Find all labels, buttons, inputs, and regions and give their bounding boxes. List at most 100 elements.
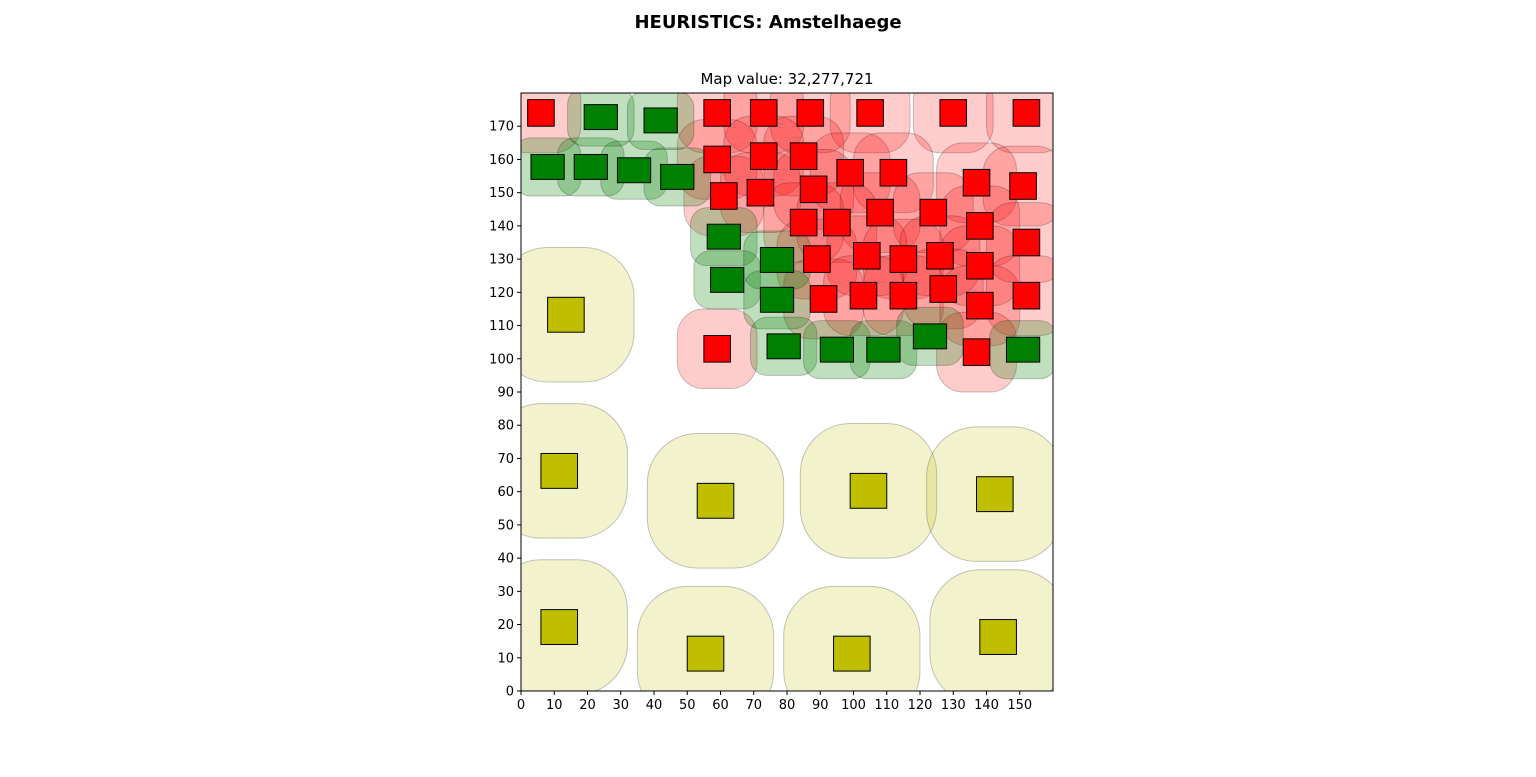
y-tick-label: 110 [489, 319, 514, 334]
x-tick-label: 40 [646, 698, 663, 713]
house-green [660, 163, 695, 190]
house-olive [547, 296, 585, 333]
house-green [766, 333, 801, 360]
house-red [749, 99, 778, 127]
house-red [966, 291, 994, 320]
y-tick-label: 100 [489, 352, 514, 367]
y-tick-label: 130 [489, 253, 514, 268]
house-red [836, 158, 864, 187]
house-green [706, 223, 741, 250]
house-green [759, 286, 795, 313]
map-value-title: Map value: 32,277,721 [700, 70, 874, 88]
house-green [573, 153, 608, 180]
y-tick-label: 90 [497, 386, 514, 401]
house-red [823, 208, 851, 237]
house-green [912, 323, 948, 350]
house-red [703, 99, 731, 127]
y-tick-label: 140 [489, 219, 514, 234]
houses [527, 99, 1041, 672]
house-red [1012, 228, 1041, 257]
y-tick-label: 0 [506, 685, 514, 700]
y-tick-label: 20 [497, 618, 514, 633]
x-tick-label: 30 [612, 698, 629, 713]
house-red [1009, 172, 1037, 200]
y-tick-label: 160 [489, 153, 514, 168]
house-olive [540, 452, 579, 489]
house-olive [833, 635, 871, 672]
house-red [866, 198, 894, 227]
y-tick-label: 40 [497, 552, 514, 567]
chart-title: HEURISTICS: Amstelhaege [634, 12, 902, 33]
house-red [929, 275, 958, 303]
house-green [759, 246, 795, 273]
house-olive [540, 609, 579, 645]
house-green [643, 107, 678, 134]
x-tick-label: 120 [908, 698, 933, 713]
house-red [789, 142, 818, 170]
y-tick-label: 60 [497, 485, 514, 500]
house-red [879, 158, 908, 187]
house-red [856, 99, 884, 127]
house-red [849, 281, 878, 310]
house-red [710, 182, 738, 210]
house-olive [686, 635, 725, 672]
x-axis-ticks: 0 10 20 30 40 50 60 70 80 90 100 110 120 130 140 150 [517, 691, 1032, 713]
house-red [926, 242, 954, 270]
house-red [919, 198, 948, 227]
x-tick-label: 100 [841, 698, 866, 713]
x-tick-label: 20 [579, 698, 596, 713]
house-red [1012, 99, 1041, 127]
house-red [962, 338, 991, 366]
house-red [962, 168, 991, 197]
y-tick-label: 80 [497, 419, 514, 434]
house-green [583, 104, 618, 131]
y-axis-ticks: 0 10 20 30 40 50 60 70 80 90 100 110 120 130 140 150 160… [489, 120, 521, 700]
house-green [710, 266, 745, 293]
x-tick-label: 80 [779, 698, 796, 713]
x-tick-label: 50 [679, 698, 696, 713]
house-red [803, 245, 831, 273]
x-tick-label: 60 [712, 698, 729, 713]
house-olive [979, 619, 1017, 655]
y-tick-label: 170 [489, 120, 514, 135]
y-tick-label: 70 [497, 452, 514, 467]
y-tick-label: 30 [497, 585, 514, 600]
house-olive [696, 482, 735, 519]
house-green [819, 336, 854, 363]
x-tick-label: 110 [874, 698, 899, 713]
house-red [746, 178, 775, 207]
house-red [799, 175, 828, 204]
x-tick-label: 70 [745, 698, 762, 713]
y-tick-label: 150 [489, 186, 514, 201]
house-green [866, 336, 901, 363]
house-red [966, 251, 994, 280]
house-red [703, 335, 731, 363]
x-tick-label: 10 [546, 698, 563, 713]
x-tick-label: 150 [1007, 698, 1032, 713]
house-green [616, 157, 652, 184]
house-red [1012, 281, 1041, 310]
house-olive [849, 472, 888, 509]
x-tick-label: 140 [974, 698, 999, 713]
house-red [966, 212, 994, 240]
y-tick-label: 120 [489, 286, 514, 301]
house-red [527, 99, 555, 127]
y-tick-label: 10 [497, 651, 514, 666]
x-tick-label: 130 [941, 698, 966, 713]
house-red [939, 99, 968, 127]
house-red [809, 285, 838, 313]
house-red [889, 245, 918, 273]
house-green [530, 153, 565, 180]
y-tick-label: 50 [497, 518, 514, 533]
house-red [789, 208, 818, 237]
house-red [749, 142, 778, 170]
house-olive [976, 476, 1014, 513]
x-tick-label: 90 [812, 698, 829, 713]
house-red [703, 145, 731, 174]
x-tick-label: 0 [517, 698, 525, 713]
house-green [1005, 336, 1041, 363]
house-red [796, 99, 825, 127]
house-red [853, 242, 881, 270]
house-red [889, 281, 918, 310]
